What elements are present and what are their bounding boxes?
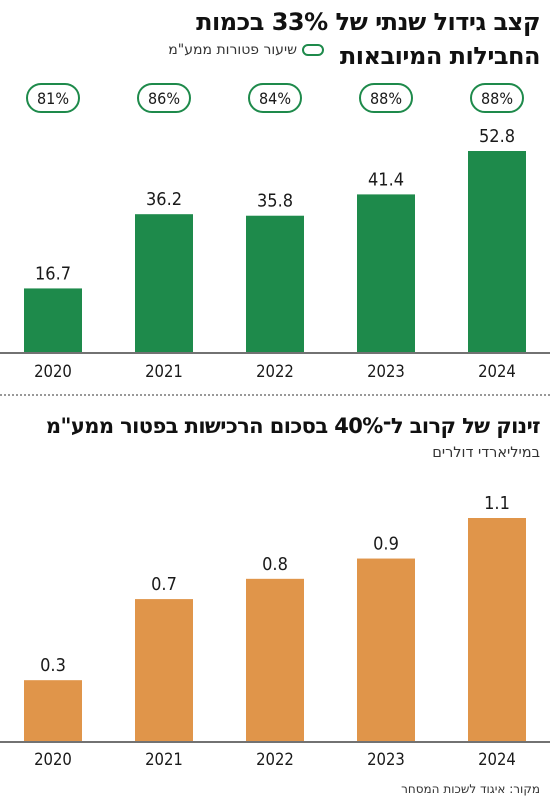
top-pill-2023 (359, 83, 413, 113)
top-pill-2021 (137, 83, 191, 113)
legend-label: שיעור פטורות ממע"מ (168, 42, 297, 58)
top-chart-legend: שיעור פטורות ממע"מ (168, 42, 324, 58)
bottom-chart-title: זינוק של קרוב ל־40% בסכום הרכישות בפטור … (45, 414, 541, 438)
top-bar-2024 (468, 151, 526, 352)
bottom-bar-2023 (357, 558, 415, 741)
top-bar-2020 (24, 288, 82, 352)
bottom-bar-value-2021: 0.7 (151, 574, 177, 595)
bottom-bar-value-2024: 1.1 (484, 493, 510, 514)
source-note: מקור: איגוד לשכות המסחר (401, 782, 540, 796)
bottom-bar-value-2022: 0.8 (262, 554, 288, 575)
top-bar-2023 (357, 194, 415, 352)
bottom-bar-2024 (468, 518, 526, 741)
top-pill-2022 (248, 83, 302, 113)
bottom-chart-subtitle: במיליארדי דולרים (432, 445, 540, 461)
top-pill-label-2023: 88% (370, 89, 402, 108)
top-bar-value-2022: 35.8 (257, 191, 293, 212)
top-chart-title-line2: החבילות המיובאות (339, 42, 541, 70)
top-year-label-2020: 2020 (34, 362, 72, 381)
top-year-label-2022: 2022 (256, 362, 294, 381)
bottom-year-label-2021: 2021 (145, 750, 183, 769)
top-year-label-2024: 2024 (478, 362, 516, 381)
bottom-year-label-2023: 2023 (367, 750, 405, 769)
bottom-year-label-2022: 2022 (256, 750, 294, 769)
top-bar-value-2023: 41.4 (368, 169, 404, 190)
top-pill-label-2021: 86% (148, 89, 180, 108)
top-pill-label-2022: 84% (259, 89, 291, 108)
top-year-label-2023: 2023 (367, 362, 405, 381)
bottom-year-label-2020: 2020 (34, 750, 72, 769)
bottom-bar-value-2023: 0.9 (373, 534, 399, 555)
legend-pill-swatch (302, 44, 324, 56)
top-bar-value-2021: 36.2 (146, 189, 182, 210)
top-bar-value-2024: 52.8 (479, 126, 515, 147)
top-bar-2022 (246, 215, 304, 352)
top-pill-2024 (470, 83, 524, 113)
section-divider (0, 394, 550, 396)
bottom-bar-2022 (246, 578, 304, 741)
top-pill-label-2024: 88% (481, 89, 513, 108)
top-pill-label-2020: 81% (37, 89, 69, 108)
top-year-label-2021: 2021 (145, 362, 183, 381)
top-pill-2020 (26, 83, 80, 113)
top-bar-value-2020: 16.7 (35, 263, 71, 284)
top-chart-title-line1: קצב גידול שנתי של 33% בכמות (196, 8, 540, 36)
top-bar-2021 (135, 214, 193, 352)
bottom-bar-value-2020: 0.3 (40, 655, 66, 676)
bottom-year-label-2024: 2024 (478, 750, 516, 769)
bottom-bar-2021 (135, 599, 193, 741)
bottom-bar-2020 (24, 680, 82, 741)
